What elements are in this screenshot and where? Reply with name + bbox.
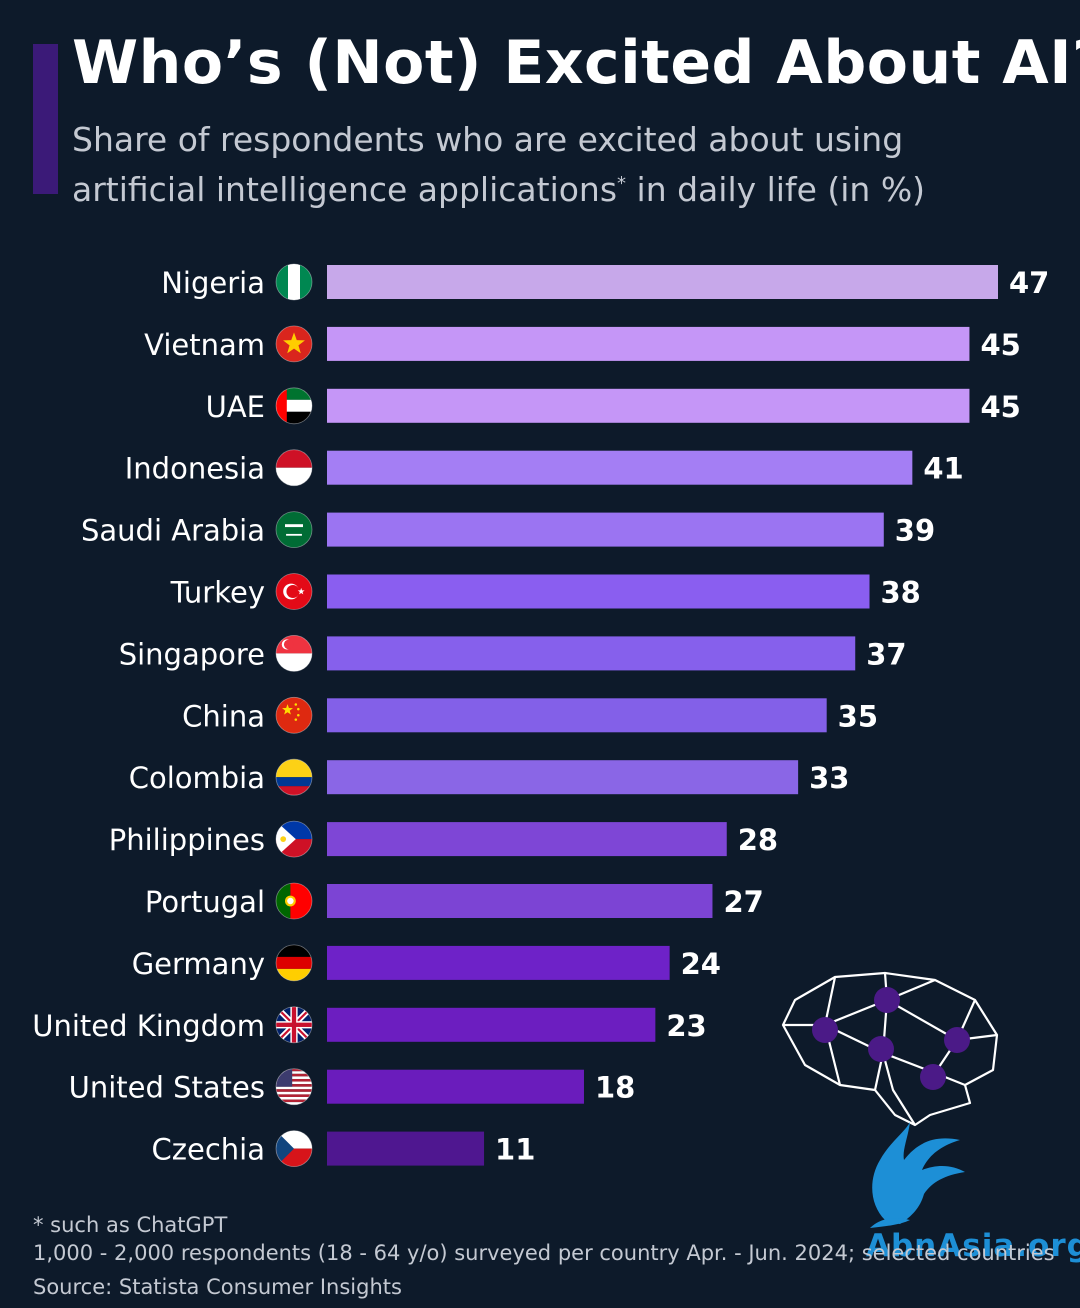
czechia-flag-icon — [276, 1130, 312, 1167]
turkey-flag-icon — [276, 573, 312, 610]
source-note: Source: Statista Consumer Insights — [33, 1275, 402, 1299]
bar-colombia — [327, 760, 799, 795]
bar-philippines — [327, 822, 727, 857]
united-kingdom-flag-icon — [276, 1006, 312, 1043]
brain-network-icon — [781, 971, 999, 1127]
value-label-united-states: 18 — [595, 1071, 635, 1105]
bar-czechia — [327, 1131, 485, 1166]
category-label-uae: UAE — [206, 390, 265, 424]
nigeria-flag-icon — [276, 264, 312, 300]
bar-indonesia — [327, 450, 913, 485]
value-label-turkey: 38 — [881, 576, 921, 610]
uae-flag-icon — [276, 387, 312, 424]
indonesia-flag-icon — [276, 449, 312, 486]
subtitle-asterisk: * — [617, 173, 627, 194]
value-label-czechia: 11 — [495, 1133, 535, 1167]
value-label-vietnam: 45 — [980, 328, 1020, 362]
category-label-united-kingdom: United Kingdom — [32, 1009, 265, 1043]
bar-china — [327, 698, 827, 733]
category-label-portugal: Portugal — [145, 885, 265, 919]
value-label-uae: 45 — [980, 390, 1020, 424]
value-label-germany: 24 — [681, 947, 721, 981]
colombia-flag-icon — [276, 759, 312, 796]
griffin-logo-icon — [870, 1122, 965, 1228]
category-label-china: China — [182, 699, 265, 733]
bar-portugal — [327, 884, 713, 918]
title-accent-bar — [33, 44, 58, 194]
category-label-united-states: United States — [69, 1071, 265, 1105]
bar-united-kingdom — [327, 1007, 656, 1042]
bar-singapore — [327, 636, 856, 671]
category-label-vietnam: Vietnam — [144, 328, 265, 362]
subtitle-text-end: in daily life (in %) — [626, 170, 926, 209]
category-label-indonesia: Indonesia — [125, 452, 265, 486]
category-label-colombia: Colombia — [129, 761, 265, 795]
value-label-united-kingdom: 23 — [666, 1009, 706, 1043]
value-label-indonesia: 41 — [923, 452, 963, 486]
china-flag-icon — [276, 697, 312, 734]
bar-chart: Nigeria 47 Vietnam 45 UAE 45 Indonesia 41 Saudi … — [32, 263, 1049, 1167]
bar-united-states — [327, 1069, 584, 1104]
vietnam-flag-icon — [276, 325, 312, 362]
category-label-singapore: Singapore — [119, 637, 265, 671]
united-states-flag-icon — [276, 1068, 312, 1105]
philippines-flag-icon — [276, 821, 312, 858]
bar-nigeria — [327, 265, 998, 299]
category-label-nigeria: Nigeria — [161, 266, 265, 300]
category-label-turkey: Turkey — [170, 576, 265, 610]
portugal-flag-icon — [276, 883, 312, 919]
category-label-philippines: Philippines — [109, 823, 265, 857]
germany-flag-icon — [276, 944, 312, 981]
footnote: * such as ChatGPT — [33, 1213, 228, 1237]
value-label-singapore: 37 — [866, 637, 906, 671]
bar-uae — [327, 388, 970, 423]
bar-saudi-arabia — [327, 512, 884, 547]
category-label-czechia: Czechia — [152, 1133, 265, 1167]
value-label-colombia: 33 — [809, 761, 849, 795]
category-label-saudi-arabia: Saudi Arabia — [81, 514, 265, 548]
value-label-portugal: 27 — [723, 885, 763, 919]
watermark-text: AbnAsia.org — [866, 1228, 1080, 1264]
chart-title: Who’s (Not) Excited About AI? — [72, 28, 1080, 98]
value-label-china: 35 — [838, 699, 878, 733]
singapore-flag-icon — [276, 635, 312, 672]
bar-germany — [327, 945, 670, 980]
category-label-germany: Germany — [132, 947, 265, 981]
chart-subtitle: Share of respondents who are excited abo… — [72, 118, 972, 212]
value-label-saudi-arabia: 39 — [895, 514, 935, 548]
value-label-nigeria: 47 — [1009, 266, 1049, 300]
methodology-note: 1,000 - 2,000 respondents (18 - 64 y/o) … — [33, 1241, 1055, 1265]
value-label-philippines: 28 — [738, 823, 778, 857]
saudi-arabia-flag-icon — [276, 511, 312, 548]
bar-vietnam — [327, 326, 970, 361]
bar-turkey — [327, 574, 870, 609]
subtitle-text: Share of respondents who are excited abo… — [72, 120, 904, 209]
